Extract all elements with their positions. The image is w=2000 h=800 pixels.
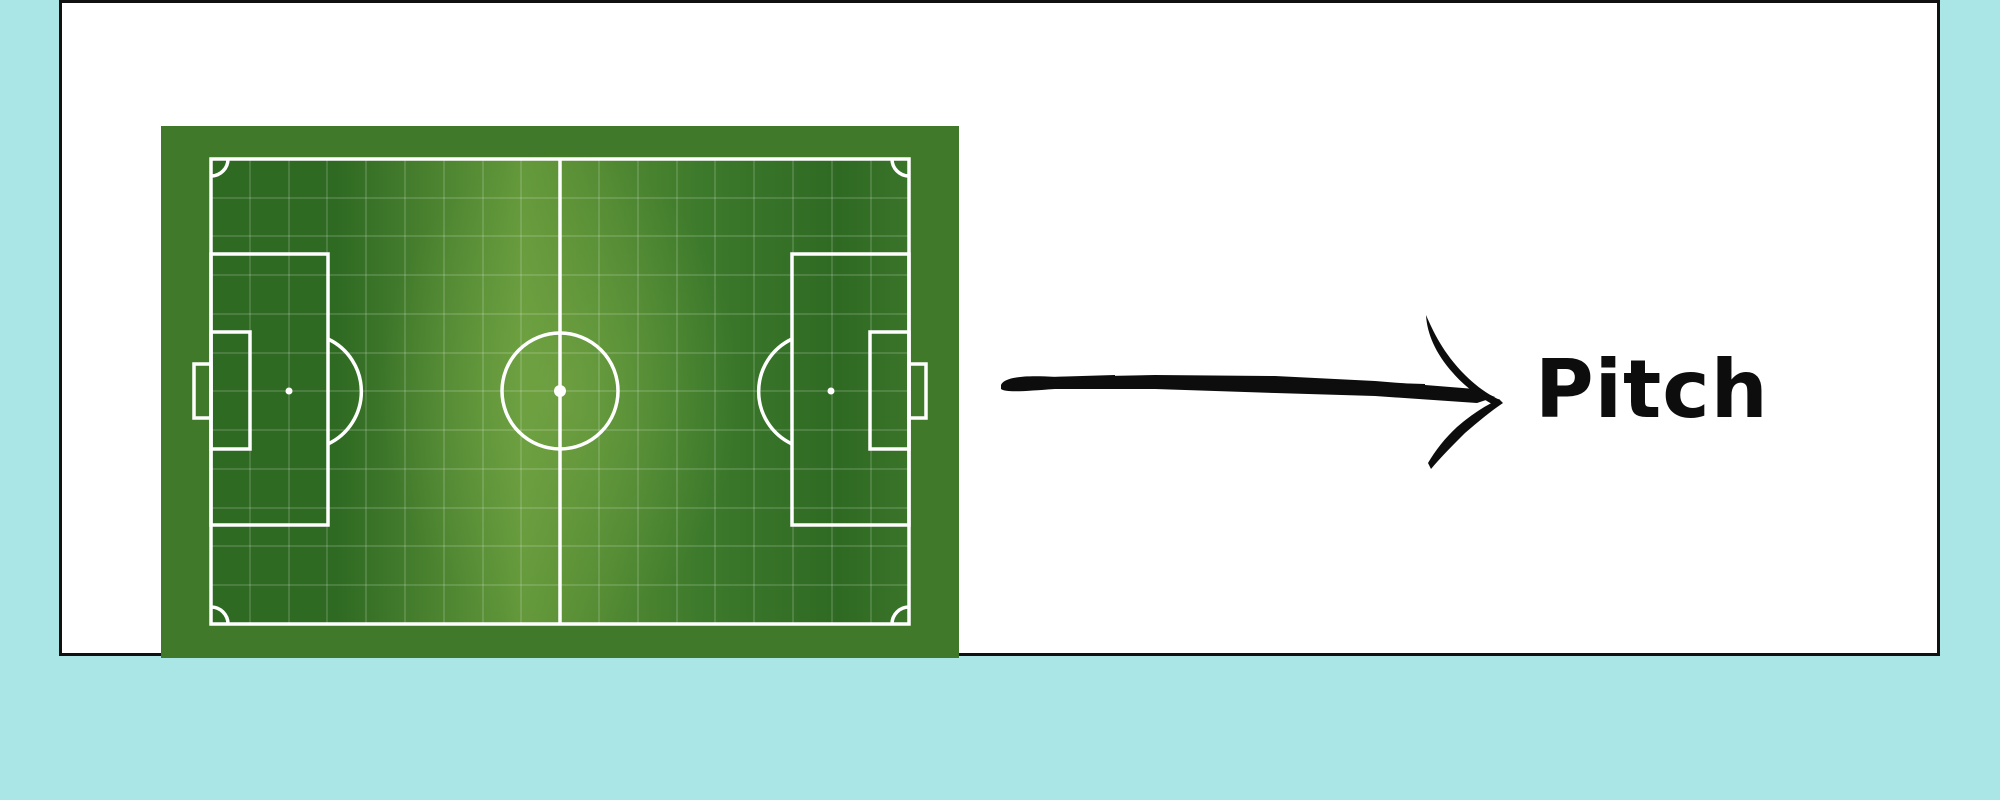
right-penalty-arc — [756, 337, 793, 446]
left-penalty-spot — [285, 387, 293, 395]
right-penalty-spot — [827, 387, 835, 395]
corner-arc-top-right — [890, 158, 910, 178]
left-penalty-arc — [327, 337, 364, 446]
centre-spot — [554, 385, 566, 397]
pitch-spots — [285, 385, 835, 397]
hand-drawn-arrow-icon — [995, 305, 1515, 475]
right-goal — [907, 362, 928, 420]
centre-circle — [500, 331, 620, 451]
corner-arc-bottom-right — [890, 605, 910, 625]
corner-arc-bottom-left — [210, 605, 230, 625]
left-goal — [192, 362, 213, 420]
arrow-shaft — [1001, 375, 1495, 403]
football-pitch-icon — [161, 126, 959, 658]
arrow-head-lower — [1428, 399, 1503, 469]
pitch-label: Pitch — [1535, 343, 1769, 436]
corner-arc-top-left — [210, 158, 230, 178]
